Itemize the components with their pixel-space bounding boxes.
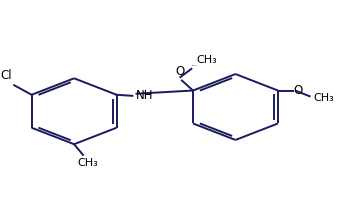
Text: CH₃: CH₃ — [314, 93, 335, 103]
Text: O: O — [176, 65, 185, 78]
Text: CH₃: CH₃ — [77, 158, 98, 168]
Text: NH: NH — [135, 89, 153, 102]
Text: methoxy: methoxy — [191, 65, 198, 66]
Text: Cl: Cl — [0, 69, 12, 82]
Text: O: O — [293, 84, 302, 97]
Text: CH₃: CH₃ — [196, 55, 217, 65]
